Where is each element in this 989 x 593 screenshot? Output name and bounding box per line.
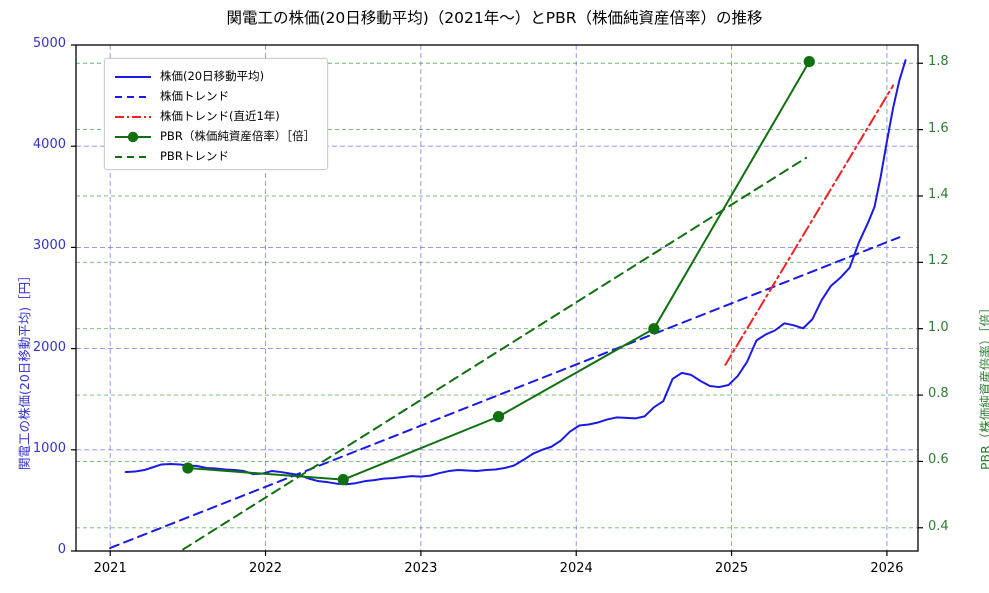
legend-swatch-icon (113, 69, 153, 83)
legend-label: 株価(20日移動平均) (160, 69, 265, 83)
legend-item[interactable]: PBR（株価純資産倍率）［倍］ (113, 126, 315, 146)
data-point-marker (803, 55, 815, 68)
x-tick-label: 2024 (559, 561, 593, 576)
x-tick-label: 2021 (93, 561, 127, 576)
series-line-3 (724, 84, 895, 366)
chart-title: 関電工の株価(20日移動平均)（2021年〜）とPBR（株価純資産倍率）の推移 (226, 9, 763, 27)
y-tick-label-right: 1.4 (928, 186, 949, 202)
chart-legend: 株価(20日移動平均) 株価トレンド株価トレンド(直近1年) PBR（株価純資産倍率… (104, 58, 328, 170)
y-tick-label-right: 1.2 (928, 253, 949, 269)
legend-item[interactable]: 株価トレンド (113, 86, 229, 106)
legend-swatch-icon (113, 89, 153, 103)
y-tick-label-right: 1.8 (928, 54, 949, 70)
legend-swatch-icon (113, 129, 153, 143)
y-tick-label-left: 3000 (32, 238, 66, 254)
y-tick-label-right: 0.6 (928, 452, 949, 468)
x-tick-label: 2022 (248, 561, 283, 576)
x-tick-label: 2023 (404, 561, 438, 576)
y-tick-label-left: 0 (57, 542, 66, 557)
legend-label: PBRトレンド (160, 149, 229, 163)
legend-label: 株価トレンド(直近1年) (160, 109, 280, 123)
legend-item[interactable]: 株価トレンド(直近1年) (113, 106, 280, 126)
legend-swatch-icon (113, 149, 153, 163)
legend-label: 株価トレンド (160, 89, 229, 103)
y-tick-label-right: 1.6 (928, 120, 949, 136)
data-point-marker (182, 462, 194, 474)
data-point-marker (648, 323, 660, 335)
x-tick-label: 2025 (715, 561, 749, 576)
legend-item[interactable]: PBRトレンド (113, 146, 229, 166)
legend-item[interactable]: 株価(20日移動平均) (113, 66, 264, 86)
y-tick-label-left: 5000 (32, 36, 66, 51)
series-line-2 (109, 236, 901, 549)
y-tick-label-left: 2000 (32, 339, 66, 355)
legend-label: PBR（株価純資産倍率）［倍］ (160, 129, 316, 143)
y-tick-label-left: 4000 (32, 137, 66, 153)
series-line-5 (182, 156, 808, 551)
y-tick-label-right: 1.0 (928, 319, 949, 335)
y-tick-label-right: 0.4 (928, 518, 949, 534)
data-point-marker (492, 411, 505, 423)
data-point-marker (337, 474, 349, 486)
legend-swatch-icon (113, 109, 153, 123)
y-axis-label-right: PBR（株価純資産倍率）［倍］ (978, 301, 989, 470)
series-line-1 (873, 59, 907, 208)
x-tick-label: 2026 (870, 561, 904, 576)
y-tick-label-right: 0.8 (928, 386, 949, 402)
y-tick-label-left: 1000 (32, 440, 66, 456)
